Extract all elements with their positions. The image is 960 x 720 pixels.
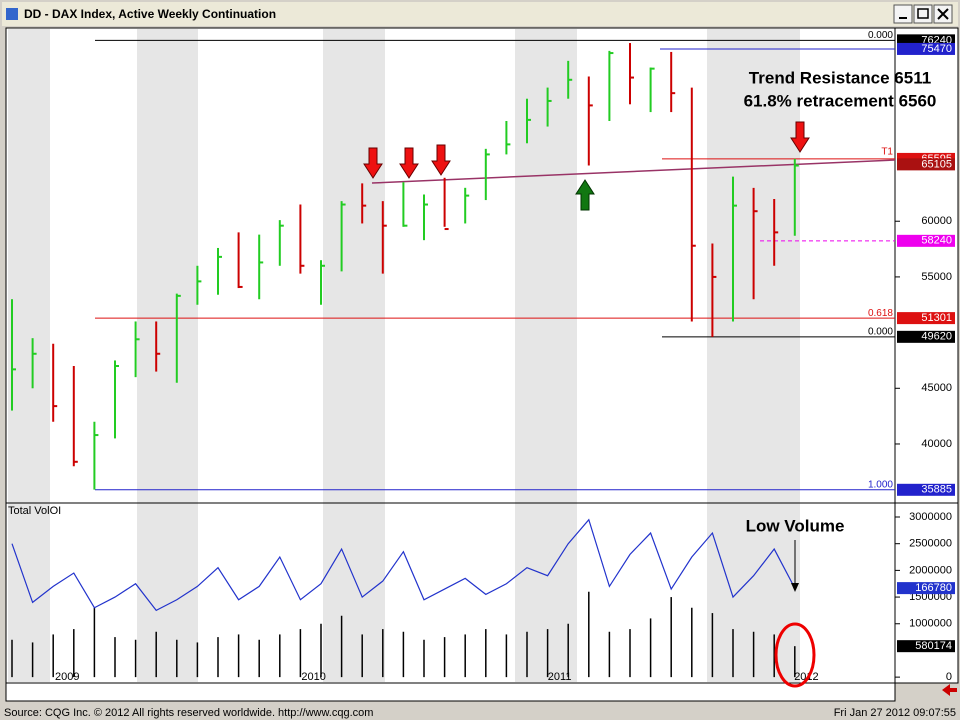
pointer-head <box>791 583 799 592</box>
fib-label: 0.000 <box>868 326 893 337</box>
close-icon <box>937 8 949 20</box>
year-label: 2012 <box>794 671 818 683</box>
time-axis <box>5 682 896 702</box>
shading <box>8 29 800 682</box>
window-title: DD - DAX Index, Active Weekly Continuati… <box>24 7 276 21</box>
y-tick-label: 1000000 <box>909 618 952 630</box>
highlight-ellipse <box>774 622 816 688</box>
y-tick-label: 0 <box>946 671 952 683</box>
volume-label-box <box>897 640 955 653</box>
y-tick-label: 55000 <box>921 271 952 283</box>
annotation: 61.8% retracement 6560 <box>744 91 937 110</box>
annotation: Low Volume <box>746 516 845 535</box>
trendline <box>371 159 896 184</box>
shade-band <box>137 29 198 682</box>
status-source: Source: CQG Inc. © 2012 All rights reser… <box>4 707 373 719</box>
arrows <box>363 121 957 696</box>
y-tick-label: 2500000 <box>909 538 952 550</box>
maximize-icon <box>917 8 929 19</box>
volume-label: 580174 <box>915 640 952 652</box>
title-bar <box>2 2 958 26</box>
oi-label-box <box>897 582 955 595</box>
y-tick-label: 3000000 <box>909 511 952 523</box>
red-arrow <box>399 147 419 179</box>
level-label-box <box>897 330 955 343</box>
right-axis <box>894 27 959 684</box>
level-label-box <box>897 158 955 171</box>
minimize-button[interactable] <box>893 4 913 24</box>
level-label: 35885 <box>921 484 952 496</box>
fib-label: 1.000 <box>868 479 893 490</box>
year-label: 2011 <box>548 671 572 683</box>
oi-label: 166780 <box>915 582 952 594</box>
shade-band <box>707 29 800 682</box>
level-label: 65105 <box>921 158 952 170</box>
red-arrow <box>790 121 810 153</box>
year-label: 2010 <box>301 671 325 683</box>
fib-label: 0.000 <box>868 30 893 41</box>
level-label: 49620 <box>921 331 952 343</box>
level-label: 75470 <box>921 43 952 55</box>
level-label: 51301 <box>921 312 952 324</box>
y-tick-label: 40000 <box>921 438 952 450</box>
level-tag: T1 <box>881 147 893 158</box>
year-label: 2009 <box>55 671 79 683</box>
status-time: Fri Jan 27 2012 09:07:55 <box>834 707 956 719</box>
level-label-box <box>897 483 955 496</box>
y-tick-label: 2000000 <box>909 564 952 576</box>
level-label-box <box>897 234 955 247</box>
scroll-arrow[interactable] <box>942 684 957 696</box>
y-tick-label: 45000 <box>921 382 952 394</box>
shade-band <box>515 29 577 682</box>
y-tick-label: 60000 <box>921 215 952 227</box>
red-arrow <box>363 147 383 179</box>
maximize-button[interactable] <box>913 4 933 24</box>
red-arrow <box>431 144 451 176</box>
green-arrow <box>575 179 595 211</box>
shade-band <box>323 29 385 682</box>
volume-title: Total VolOI <box>8 505 61 517</box>
level-label-box <box>897 42 955 55</box>
oi-line <box>11 518 796 612</box>
level-label: 58240 <box>921 235 952 247</box>
level-label-box <box>897 312 955 325</box>
shade-band <box>8 29 50 682</box>
fib-label: 0.618 <box>868 308 893 319</box>
annotation: Trend Resistance 6511 <box>749 68 931 87</box>
app-icon <box>6 8 18 20</box>
